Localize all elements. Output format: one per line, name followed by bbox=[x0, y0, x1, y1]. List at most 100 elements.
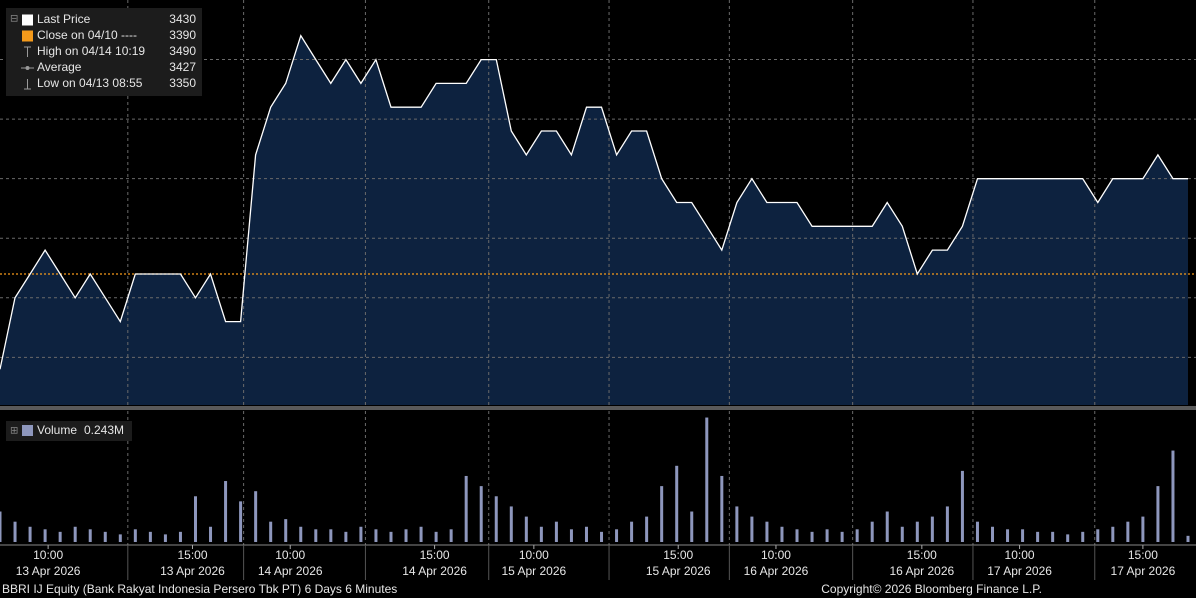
volume-bar bbox=[344, 531, 348, 542]
volume-bar bbox=[58, 531, 62, 542]
volume-bar bbox=[524, 516, 528, 542]
volume-bar bbox=[299, 526, 303, 542]
volume-bar bbox=[1051, 531, 1055, 542]
volume-bar bbox=[479, 486, 483, 542]
legend-box bbox=[6, 8, 202, 96]
volume-bar bbox=[1036, 531, 1040, 542]
legend-icon bbox=[25, 66, 30, 70]
volume-bar bbox=[509, 506, 513, 542]
volume-bar bbox=[73, 526, 77, 542]
volume-bar bbox=[1156, 486, 1160, 542]
volume-bar bbox=[1066, 534, 1070, 542]
volume-bar bbox=[645, 516, 649, 542]
volume-bar bbox=[133, 529, 137, 542]
x-tick-label: 15:00 bbox=[177, 548, 207, 562]
volume-bar bbox=[118, 534, 122, 542]
volume-bar bbox=[765, 521, 769, 542]
volume-bar bbox=[1171, 450, 1175, 542]
volume-bar bbox=[1126, 521, 1130, 542]
volume-bar bbox=[975, 521, 979, 542]
volume-bar bbox=[88, 529, 92, 542]
x-tick-date: 13 Apr 2026 bbox=[160, 564, 225, 578]
x-tick-label: 15:00 bbox=[1128, 548, 1158, 562]
x-tick-date: 14 Apr 2026 bbox=[258, 564, 323, 578]
footer-right: Copyright© 2026 Bloomberg Finance L.P. bbox=[821, 582, 1042, 596]
volume-bar bbox=[1096, 529, 1100, 542]
volume-bar bbox=[28, 526, 32, 542]
x-tick-label: 15:00 bbox=[420, 548, 450, 562]
volume-bar bbox=[1021, 529, 1025, 542]
volume-bar bbox=[690, 511, 694, 542]
volume-bar bbox=[795, 529, 799, 542]
x-tick-date: 13 Apr 2026 bbox=[16, 564, 81, 578]
volume-bar bbox=[494, 496, 498, 542]
volume-bar bbox=[254, 491, 258, 542]
legend-value: 3430 bbox=[169, 12, 196, 26]
collapse-icon[interactable]: ⊞ bbox=[10, 426, 18, 437]
volume-bar bbox=[855, 529, 859, 542]
volume-bar bbox=[750, 516, 754, 542]
volume-bar bbox=[810, 531, 814, 542]
volume-panel bbox=[0, 411, 1190, 545]
x-tick-date: 16 Apr 2026 bbox=[889, 564, 954, 578]
volume-bar bbox=[419, 526, 423, 542]
volume-bar bbox=[840, 531, 844, 542]
legend-label: Low on 04/13 08:55 bbox=[37, 76, 143, 90]
volume-bar bbox=[269, 521, 273, 542]
volume-bar bbox=[615, 529, 619, 542]
x-axis-band bbox=[0, 545, 1196, 580]
footer-left: BBRI IJ Equity (Bank Rakyat Indonesia Pe… bbox=[2, 582, 397, 596]
volume-bar bbox=[569, 529, 573, 542]
volume-bar bbox=[735, 506, 739, 542]
volume-bar bbox=[404, 529, 408, 542]
volume-bar bbox=[0, 511, 2, 542]
volume-bar bbox=[329, 529, 333, 542]
volume-bar bbox=[193, 496, 197, 542]
collapse-icon: ⊟ bbox=[10, 14, 18, 25]
volume-bar bbox=[675, 465, 679, 542]
volume-bar bbox=[1141, 516, 1145, 542]
volume-bar bbox=[103, 531, 107, 542]
volume-bar bbox=[915, 521, 919, 542]
legend-value: 3390 bbox=[169, 28, 196, 42]
volume-bar bbox=[780, 526, 784, 542]
volume-bar bbox=[584, 526, 588, 542]
x-tick-date: 14 Apr 2026 bbox=[402, 564, 467, 578]
x-tick-date: 17 Apr 2026 bbox=[1111, 564, 1176, 578]
volume-bar bbox=[991, 526, 995, 542]
volume-bar bbox=[43, 529, 47, 542]
volume-bar bbox=[389, 531, 393, 542]
x-tick-label: 10:00 bbox=[275, 548, 305, 562]
price-area bbox=[0, 35, 1188, 405]
legend-value: 3427 bbox=[169, 60, 196, 74]
volume-bar bbox=[464, 475, 468, 542]
volume-bar bbox=[13, 521, 17, 542]
legend-label: Average bbox=[37, 60, 82, 74]
volume-bar bbox=[163, 534, 167, 542]
legend-label: Last Price bbox=[37, 12, 91, 26]
volume-bar bbox=[885, 511, 889, 542]
volume-bar bbox=[239, 501, 243, 542]
volume-bar bbox=[660, 486, 664, 542]
volume-bar bbox=[960, 470, 964, 542]
volume-swatch bbox=[22, 425, 33, 436]
volume-bar bbox=[209, 526, 213, 542]
x-tick-date: 17 Apr 2026 bbox=[987, 564, 1052, 578]
volume-bar bbox=[930, 516, 934, 542]
legend-swatch bbox=[22, 14, 33, 26]
volume-bar bbox=[825, 529, 829, 542]
volume-bar bbox=[284, 519, 288, 542]
volume-bar bbox=[178, 531, 182, 542]
legend: Last Price 3430 Close on 04/10 ---- 3390 Hig… bbox=[10, 12, 196, 90]
volume-legend-label: Volume bbox=[37, 423, 77, 437]
volume-bar bbox=[539, 526, 543, 542]
x-axis: 10:00 13 Apr 2026 15:00 13 Apr 2026 10:00 14 … bbox=[16, 545, 1176, 580]
price-panel bbox=[0, 0, 1196, 405]
volume-bar bbox=[630, 521, 634, 542]
volume-bar bbox=[224, 481, 228, 542]
x-tick-label: 15:00 bbox=[663, 548, 693, 562]
volume-bar bbox=[314, 529, 318, 542]
volume-bar bbox=[900, 526, 904, 542]
legend-value: 3350 bbox=[169, 76, 196, 90]
volume-bar bbox=[1186, 535, 1190, 542]
